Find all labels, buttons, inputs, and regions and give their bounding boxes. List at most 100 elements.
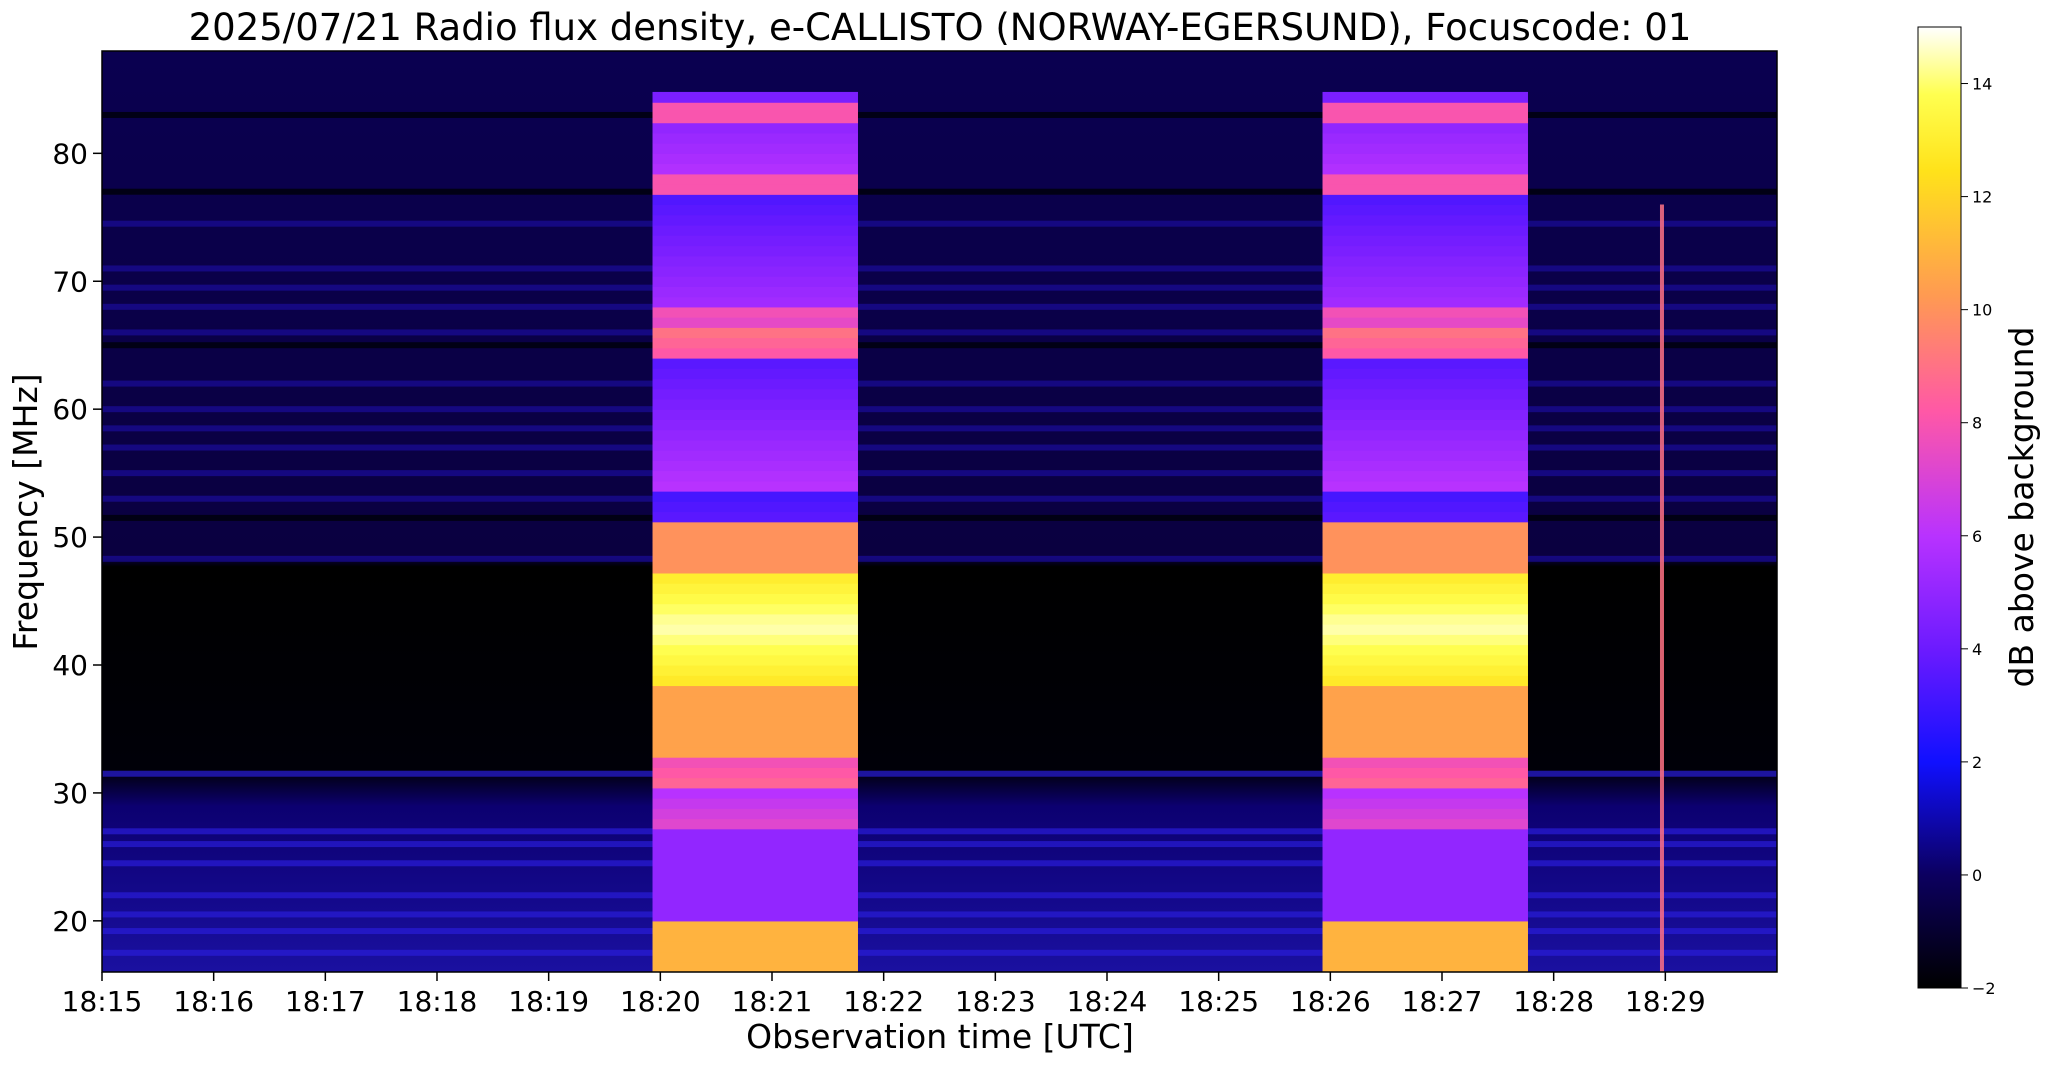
calibration-band <box>1322 91 1528 103</box>
calibration-band <box>1322 808 1528 820</box>
calibration-band <box>1322 480 1528 492</box>
y-tick-label: 80 <box>52 137 88 170</box>
x-tick-label: 18:28 <box>1513 985 1594 1018</box>
calibration-band <box>652 511 858 523</box>
calibration-band <box>1322 654 1528 666</box>
calibration-band <box>652 787 858 799</box>
x-tick-label: 18:18 <box>397 985 478 1018</box>
calibration-band <box>652 665 858 676</box>
chart-title: 2025/07/21 Radio flux density, e-CALLIST… <box>189 6 1692 49</box>
calibration-band <box>652 224 858 236</box>
calibration-band <box>652 890 858 901</box>
colorbar-label: dB above background <box>2002 327 2041 688</box>
calibration-band <box>1322 583 1528 594</box>
calibration-band <box>1322 306 1528 318</box>
calibration-band <box>1322 204 1528 216</box>
calibration-band <box>652 132 858 144</box>
calibration-band <box>652 685 858 697</box>
calibration-band <box>1322 255 1528 267</box>
background-band <box>102 380 1777 387</box>
calibration-band <box>652 828 858 840</box>
calibration-band <box>1322 143 1528 154</box>
calibration-band <box>1322 368 1528 380</box>
calibration-band <box>1322 491 1528 502</box>
calibration-band <box>1322 296 1528 308</box>
background-band <box>102 329 1777 336</box>
calibration-band <box>652 235 858 247</box>
calibration-band <box>1322 112 1528 124</box>
calibration-band <box>652 572 858 584</box>
calibration-band <box>652 296 858 308</box>
calibration-band <box>652 194 858 206</box>
calibration-band <box>652 838 858 850</box>
calibration-band <box>652 644 858 656</box>
calibration-band <box>1322 849 1528 861</box>
calibration-band <box>1322 593 1528 605</box>
calibration-band <box>652 695 858 707</box>
calibration-band <box>652 214 858 226</box>
calibration-band <box>652 757 858 768</box>
calibration-band <box>1322 736 1528 748</box>
calibration-band <box>652 378 858 390</box>
background-band <box>102 770 1777 777</box>
calibration-band <box>1322 562 1528 574</box>
calibration-band <box>652 879 858 891</box>
calibration-band <box>1322 879 1528 891</box>
calibration-band <box>1322 675 1528 687</box>
calibration-band <box>652 358 858 369</box>
colorbar-tick-label: 14 <box>1972 75 1992 94</box>
colorbar-tick-label: 6 <box>1972 527 1982 546</box>
calibration-band <box>1322 798 1528 809</box>
colorbar-tick-label: 2 <box>1972 753 1982 772</box>
calibration-band <box>1322 184 1528 195</box>
calibration-band <box>1322 470 1528 482</box>
calibration-band <box>1322 460 1528 472</box>
x-tick-label: 18:29 <box>1625 985 1706 1018</box>
calibration-band <box>652 808 858 820</box>
calibration-band <box>1322 777 1528 789</box>
calibration-band <box>1322 624 1528 635</box>
colorbar-tick-label: 12 <box>1972 188 1992 207</box>
calibration-band <box>652 951 858 963</box>
calibration-band <box>652 716 858 727</box>
background-band <box>102 841 1777 848</box>
calibration-band <box>652 173 858 185</box>
calibration-band <box>1322 439 1528 451</box>
calibration-band <box>652 501 858 513</box>
calibration-band <box>1322 910 1528 922</box>
calibration-band <box>652 542 858 554</box>
calibration-band <box>1322 450 1528 461</box>
colorbar: −2 0 2 4 6 8 10 12 14 dB above background <box>1917 26 2041 998</box>
background-band <box>102 406 1777 413</box>
y-axis: 20 30 40 50 60 70 80 <box>52 137 102 938</box>
calibration-band <box>652 276 858 287</box>
calibration-band <box>652 327 858 339</box>
calibration-band <box>1322 685 1528 697</box>
calibration-band <box>652 337 858 349</box>
calibration-band <box>1322 746 1528 758</box>
calibration-band <box>652 470 858 482</box>
calibration-band <box>652 419 858 431</box>
calibration-band <box>1322 705 1528 717</box>
calibration-band <box>652 306 858 318</box>
colorbar-tick-label: −2 <box>1972 979 1996 998</box>
calibration-band <box>1322 644 1528 656</box>
y-axis-label: Frequency [MHz] <box>6 373 45 650</box>
calibration-band <box>652 767 858 779</box>
y-tick-label: 50 <box>52 521 88 554</box>
calibration-band <box>1322 767 1528 779</box>
calibration-band <box>1322 900 1528 912</box>
calibration-band <box>1322 286 1528 298</box>
calibration-band <box>1322 132 1528 144</box>
calibration-band <box>1322 859 1528 871</box>
calibration-band <box>1322 214 1528 226</box>
calibration-band <box>1322 327 1528 339</box>
calibration-band <box>1322 276 1528 287</box>
calibration-band <box>652 286 858 298</box>
x-axis: 18:15 18:16 18:17 18:18 18:19 18:20 18:21 18:22… <box>62 972 1706 1018</box>
calibration-band <box>652 624 858 635</box>
x-tick-label: 18:21 <box>732 985 813 1018</box>
calibration-band <box>652 153 858 165</box>
calibration-band <box>652 593 858 605</box>
y-tick-label: 20 <box>52 905 88 938</box>
